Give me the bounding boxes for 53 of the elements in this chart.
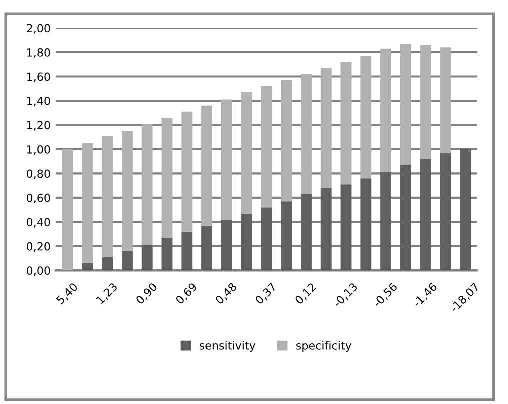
bar — [82, 143, 94, 264]
bar — [380, 172, 392, 271]
bar — [221, 220, 232, 271]
y-tick-label: 1,00 — [28, 145, 50, 155]
bar — [202, 226, 213, 271]
y-tick-label: 0,80 — [27, 170, 50, 180]
bar — [360, 56, 372, 179]
bar — [340, 184, 352, 271]
bar — [122, 251, 133, 271]
bar — [400, 165, 412, 271]
y-tick-label: 2,00 — [27, 24, 50, 34]
bar — [162, 118, 173, 238]
y-tick-label: 0,60 — [27, 194, 50, 204]
bar — [142, 245, 153, 271]
bar — [400, 44, 412, 166]
bar — [460, 149, 472, 271]
bar — [301, 194, 312, 271]
legend-label: specificity — [296, 341, 352, 352]
bar — [420, 159, 432, 271]
bar — [182, 112, 193, 232]
bar — [82, 263, 94, 271]
y-tick-label: 0,00 — [27, 266, 50, 276]
bar — [241, 214, 252, 271]
bar — [62, 149, 74, 271]
bar — [320, 188, 332, 271]
y-tick-label: 1,20 — [28, 121, 50, 131]
bar — [162, 238, 173, 271]
bar — [102, 136, 114, 258]
bar — [301, 74, 312, 194]
bar — [182, 232, 193, 271]
bar — [380, 48, 392, 173]
bar — [102, 257, 114, 271]
bar — [320, 68, 332, 188]
y-tick-label: 0,20 — [27, 242, 50, 252]
bar — [281, 202, 292, 271]
bar — [261, 208, 272, 271]
bar — [241, 92, 252, 214]
bar — [281, 80, 292, 202]
bar — [202, 106, 213, 226]
y-tick-label: 1,60 — [28, 72, 50, 82]
bar — [440, 48, 452, 154]
y-tick-label: 0,40 — [27, 218, 50, 228]
bar — [440, 153, 452, 271]
bar — [142, 124, 153, 246]
bar — [420, 45, 432, 160]
bar — [340, 62, 352, 185]
bar — [360, 178, 372, 271]
y-tick-label: 1,80 — [28, 48, 50, 58]
y-tick-label: 1,40 — [28, 96, 50, 107]
bar — [261, 86, 272, 208]
bar — [122, 131, 133, 252]
bar — [221, 100, 232, 220]
legend-label: sensitivity — [200, 341, 256, 352]
